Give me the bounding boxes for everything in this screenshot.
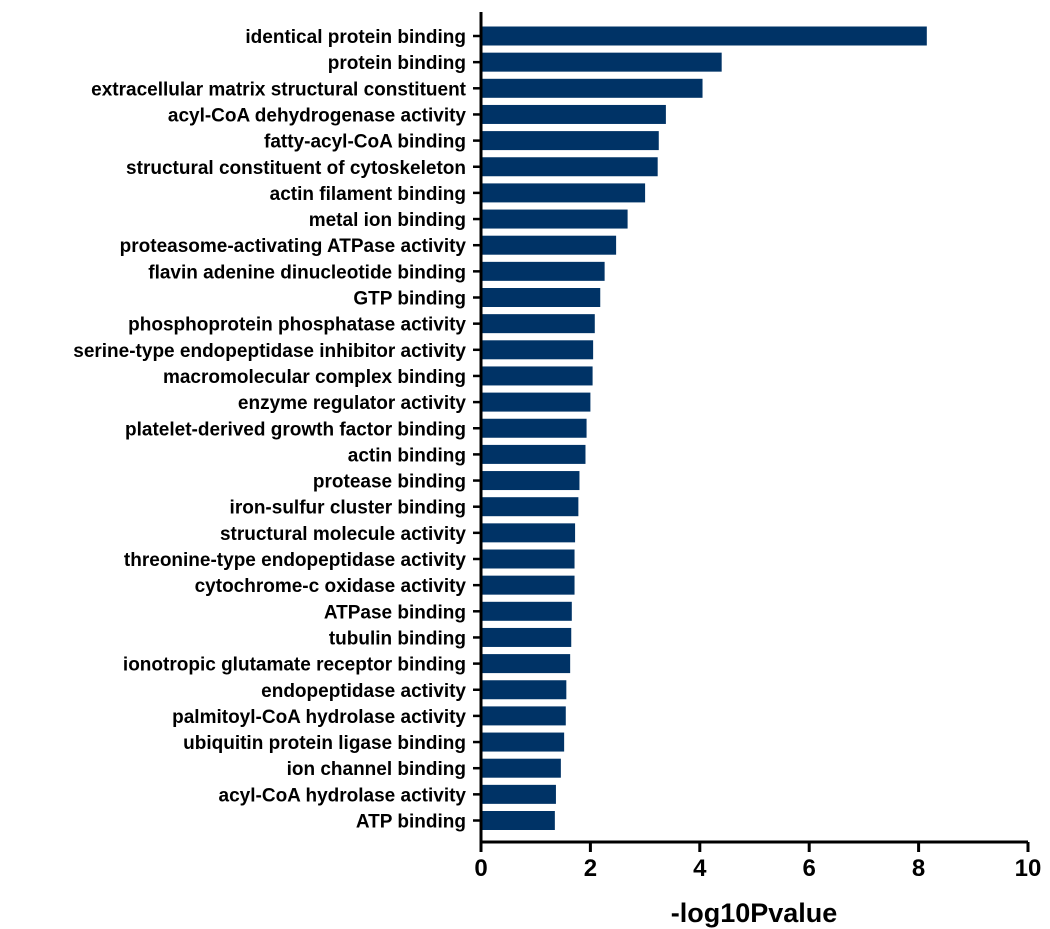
y-axis-ticks	[473, 34, 481, 822]
category-label: tubulin binding	[329, 628, 466, 649]
category-label: platelet-derived growth factor binding	[125, 419, 466, 440]
bar	[481, 26, 927, 46]
bar	[481, 627, 572, 647]
bar	[481, 549, 575, 569]
x-axis-title: -log10Pvalue	[671, 898, 838, 928]
bar	[481, 811, 555, 830]
x-tick-label: 8	[912, 855, 925, 882]
x-tick-label: 10	[1015, 855, 1042, 882]
category-label: GTP binding	[353, 289, 466, 310]
category-label: phosphoprotein phosphatase activity	[128, 315, 466, 336]
category-label: iron-sulfur cluster binding	[230, 498, 466, 519]
category-label: identical protein binding	[245, 27, 466, 48]
x-tick-label: 4	[693, 855, 707, 882]
bar	[481, 523, 576, 543]
bar	[481, 261, 605, 281]
x-tick-label: 0	[474, 855, 487, 882]
category-label: ion channel binding	[287, 759, 466, 780]
category-label: ATP binding	[356, 812, 466, 833]
bar	[481, 157, 658, 177]
bar	[481, 392, 591, 412]
bar	[481, 654, 571, 674]
category-label: proteasome-activating ATPase activity	[120, 236, 467, 257]
category-label: metal ion binding	[309, 210, 466, 231]
bar	[481, 418, 587, 438]
category-label: threonine-type endopeptidase activity	[124, 550, 466, 571]
bar	[481, 131, 659, 151]
category-label: ubiquitin protein ligase binding	[183, 733, 466, 754]
bar	[481, 732, 565, 752]
category-label: ionotropic glutamate receptor binding	[123, 655, 466, 676]
bar	[481, 601, 572, 621]
category-labels: identical protein binding protein binding…	[73, 27, 466, 833]
category-label: cytochrome-c oxidase activity	[195, 576, 467, 597]
x-tick-label: 6	[803, 855, 816, 882]
bar	[481, 366, 593, 386]
category-label: extracellular matrix structural constitu…	[91, 79, 467, 100]
bar	[481, 497, 579, 517]
bar	[481, 340, 594, 360]
category-label: acyl-CoA dehydrogenase activity	[168, 105, 467, 126]
bar	[481, 471, 580, 491]
category-label: protein binding	[328, 53, 466, 74]
category-label: acyl-CoA hydrolase activity	[219, 785, 467, 806]
category-label: actin filament binding	[270, 184, 466, 205]
category-label: protease binding	[313, 472, 466, 493]
bar	[481, 444, 586, 464]
bar	[481, 314, 595, 334]
bar	[481, 104, 666, 124]
bar	[481, 706, 566, 726]
category-label: actin binding	[348, 445, 466, 466]
x-tick-label: 2	[584, 855, 597, 882]
bar	[481, 288, 601, 307]
bar	[481, 784, 556, 804]
bar	[481, 575, 575, 595]
category-label: structural constituent of cytoskeleton	[126, 158, 466, 179]
category-label: endopeptidase activity	[261, 681, 466, 702]
bar	[481, 758, 561, 778]
category-label: flavin adenine dinucleotide binding	[148, 262, 466, 283]
category-label: structural molecule activity	[220, 524, 466, 545]
category-label: macromolecular complex binding	[163, 367, 466, 388]
category-label: enzyme regulator activity	[238, 393, 467, 414]
bar	[481, 78, 703, 98]
bar	[481, 235, 617, 255]
bar	[481, 209, 628, 229]
category-label: palmitoyl-CoA hydrolase activity	[172, 707, 466, 728]
category-label: serine-type endopeptidase inhibitor acti…	[73, 341, 466, 362]
x-axis-ticks: 0 2 4 6 8 10	[474, 842, 1041, 882]
bars-group	[481, 26, 927, 830]
category-label: fatty-acyl-CoA binding	[264, 132, 466, 153]
bar	[481, 183, 646, 203]
bar	[481, 52, 722, 72]
bar	[481, 680, 567, 700]
category-label: ATPase binding	[324, 602, 466, 623]
